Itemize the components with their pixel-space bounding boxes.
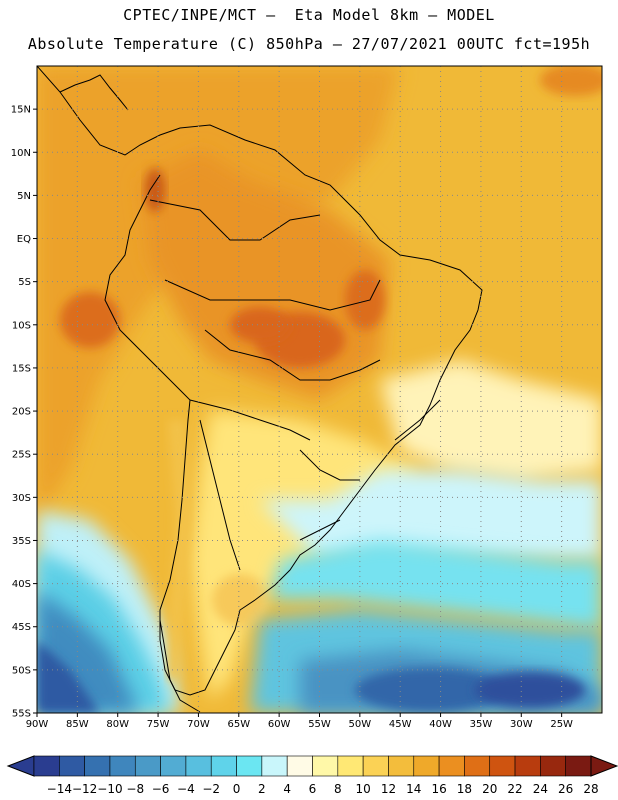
colorbar-swatch: [362, 755, 389, 777]
lat-tick-label: 5N: [17, 191, 31, 202]
colorbar-label: −14: [47, 782, 72, 796]
lat-tick-label: 5S: [18, 277, 31, 288]
colorbar-swatch: [286, 755, 313, 777]
colorbar-label: −2: [202, 782, 220, 796]
lon-tick-label: 50W: [349, 719, 372, 730]
lon-tick-label: 85W: [66, 719, 89, 730]
lat-tick-label: 15N: [11, 105, 31, 116]
lat-tick-label: 35S: [12, 536, 31, 547]
colorbar-label: −12: [72, 782, 97, 796]
longitude-axis: 90W 85W 80W 75W 70W 65W 60W 55W 50W 45W 40W 35W 30W 2…: [26, 713, 573, 730]
colorbar-swatch: [337, 755, 364, 777]
colorbar-swatch: [489, 755, 516, 777]
colorbar-label: 28: [583, 782, 598, 796]
lat-tick-label: 10N: [11, 148, 31, 159]
colorbar-label: 20: [482, 782, 497, 796]
lat-tick-label: 50S: [12, 665, 31, 676]
map-title-line-1: CPTEC/INPE/MCT – Eta Model 8km – MODEL: [123, 6, 495, 24]
lon-tick-label: 55W: [308, 719, 331, 730]
lat-tick-label: 25S: [12, 450, 31, 461]
temperature-field: [37, 66, 602, 713]
colorbar-swatch: [261, 755, 288, 777]
lat-tick-label: EQ: [17, 234, 31, 245]
colorbar-swatch: [540, 755, 566, 777]
colorbar-swatch: [33, 755, 60, 777]
colorbar-swatch: [84, 755, 111, 777]
lat-tick-label: 10S: [12, 320, 31, 331]
lat-tick-label: 15S: [12, 363, 31, 374]
lon-tick-label: 45W: [389, 719, 412, 730]
colorbar-label: 14: [406, 782, 421, 796]
colorbar-label: 8: [334, 782, 342, 796]
colorbar-swatch: [210, 755, 237, 777]
lat-tick-label: 30S: [12, 493, 31, 504]
lon-tick-label: 80W: [106, 719, 129, 730]
colorbar-label: 4: [283, 782, 291, 796]
lat-tick-label: 45S: [12, 622, 31, 633]
colorbar-label: −6: [152, 782, 170, 796]
colorbar-swatch: [312, 755, 339, 777]
lon-tick-label: 65W: [227, 719, 250, 730]
colorbar-swatch: [59, 755, 85, 777]
colorbar-label: 22: [507, 782, 522, 796]
colorbar-swatch: [438, 755, 465, 777]
lon-tick-label: 25W: [550, 719, 573, 730]
colorbar-upper-extension: [590, 755, 618, 777]
map-title-line-2: Absolute Temperature (C) 850hPa – 27/07/…: [27, 35, 591, 53]
lat-tick-label: 40S: [12, 579, 31, 590]
latitude-axis: 15N 10N 5N EQ 5S 10S 15S 20S 25S 30S 35S 40S 45S 50S 5…: [11, 105, 37, 720]
colorbar-label: −4: [177, 782, 195, 796]
colorbar-label: 18: [457, 782, 472, 796]
lat-tick-label: 20S: [12, 407, 31, 418]
colorbar-label: 0: [233, 782, 241, 796]
lon-tick-label: 70W: [187, 719, 210, 730]
colorbar-label: 16: [431, 782, 446, 796]
colorbar-label: 12: [381, 782, 396, 796]
lon-tick-label: 40W: [429, 719, 452, 730]
lon-tick-label: 60W: [268, 719, 291, 730]
colorbar-swatch: [464, 755, 491, 777]
colorbar-swatch: [236, 755, 263, 777]
coastlines-and-borders: [37, 66, 483, 713]
colorbar-swatch: [388, 755, 415, 777]
colorbar-label: 24: [533, 782, 548, 796]
colorbar-label: 6: [309, 782, 317, 796]
lon-tick-label: 35W: [470, 719, 493, 730]
colorbar-label: 26: [558, 782, 573, 796]
colorbar-lower-extension: [6, 755, 35, 777]
colorbar-swatch: [109, 755, 136, 777]
colorbar-swatch: [514, 755, 541, 777]
colorbar-swatch: [185, 755, 212, 777]
colorbar-label: 2: [258, 782, 266, 796]
lat-tick-label: 55S: [12, 709, 31, 720]
colorbar-label: 10: [355, 782, 370, 796]
lon-tick-label: 75W: [147, 719, 170, 730]
colorbar: −14 −12 −10 −8 −6 −4 −2 0 2 4 6 8 10 12 14 16 18 20 22 24 26…: [6, 755, 618, 796]
lon-tick-label: 30W: [510, 719, 533, 730]
colorbar-label: −8: [126, 782, 144, 796]
lon-tick-label: 90W: [26, 719, 49, 730]
colorbar-swatch: [565, 755, 592, 777]
colorbar-swatch: [413, 755, 440, 777]
colorbar-label: −10: [97, 782, 122, 796]
colorbar-swatch: [134, 755, 161, 777]
grid-lines: [37, 66, 602, 713]
colorbar-swatch: [160, 755, 187, 777]
